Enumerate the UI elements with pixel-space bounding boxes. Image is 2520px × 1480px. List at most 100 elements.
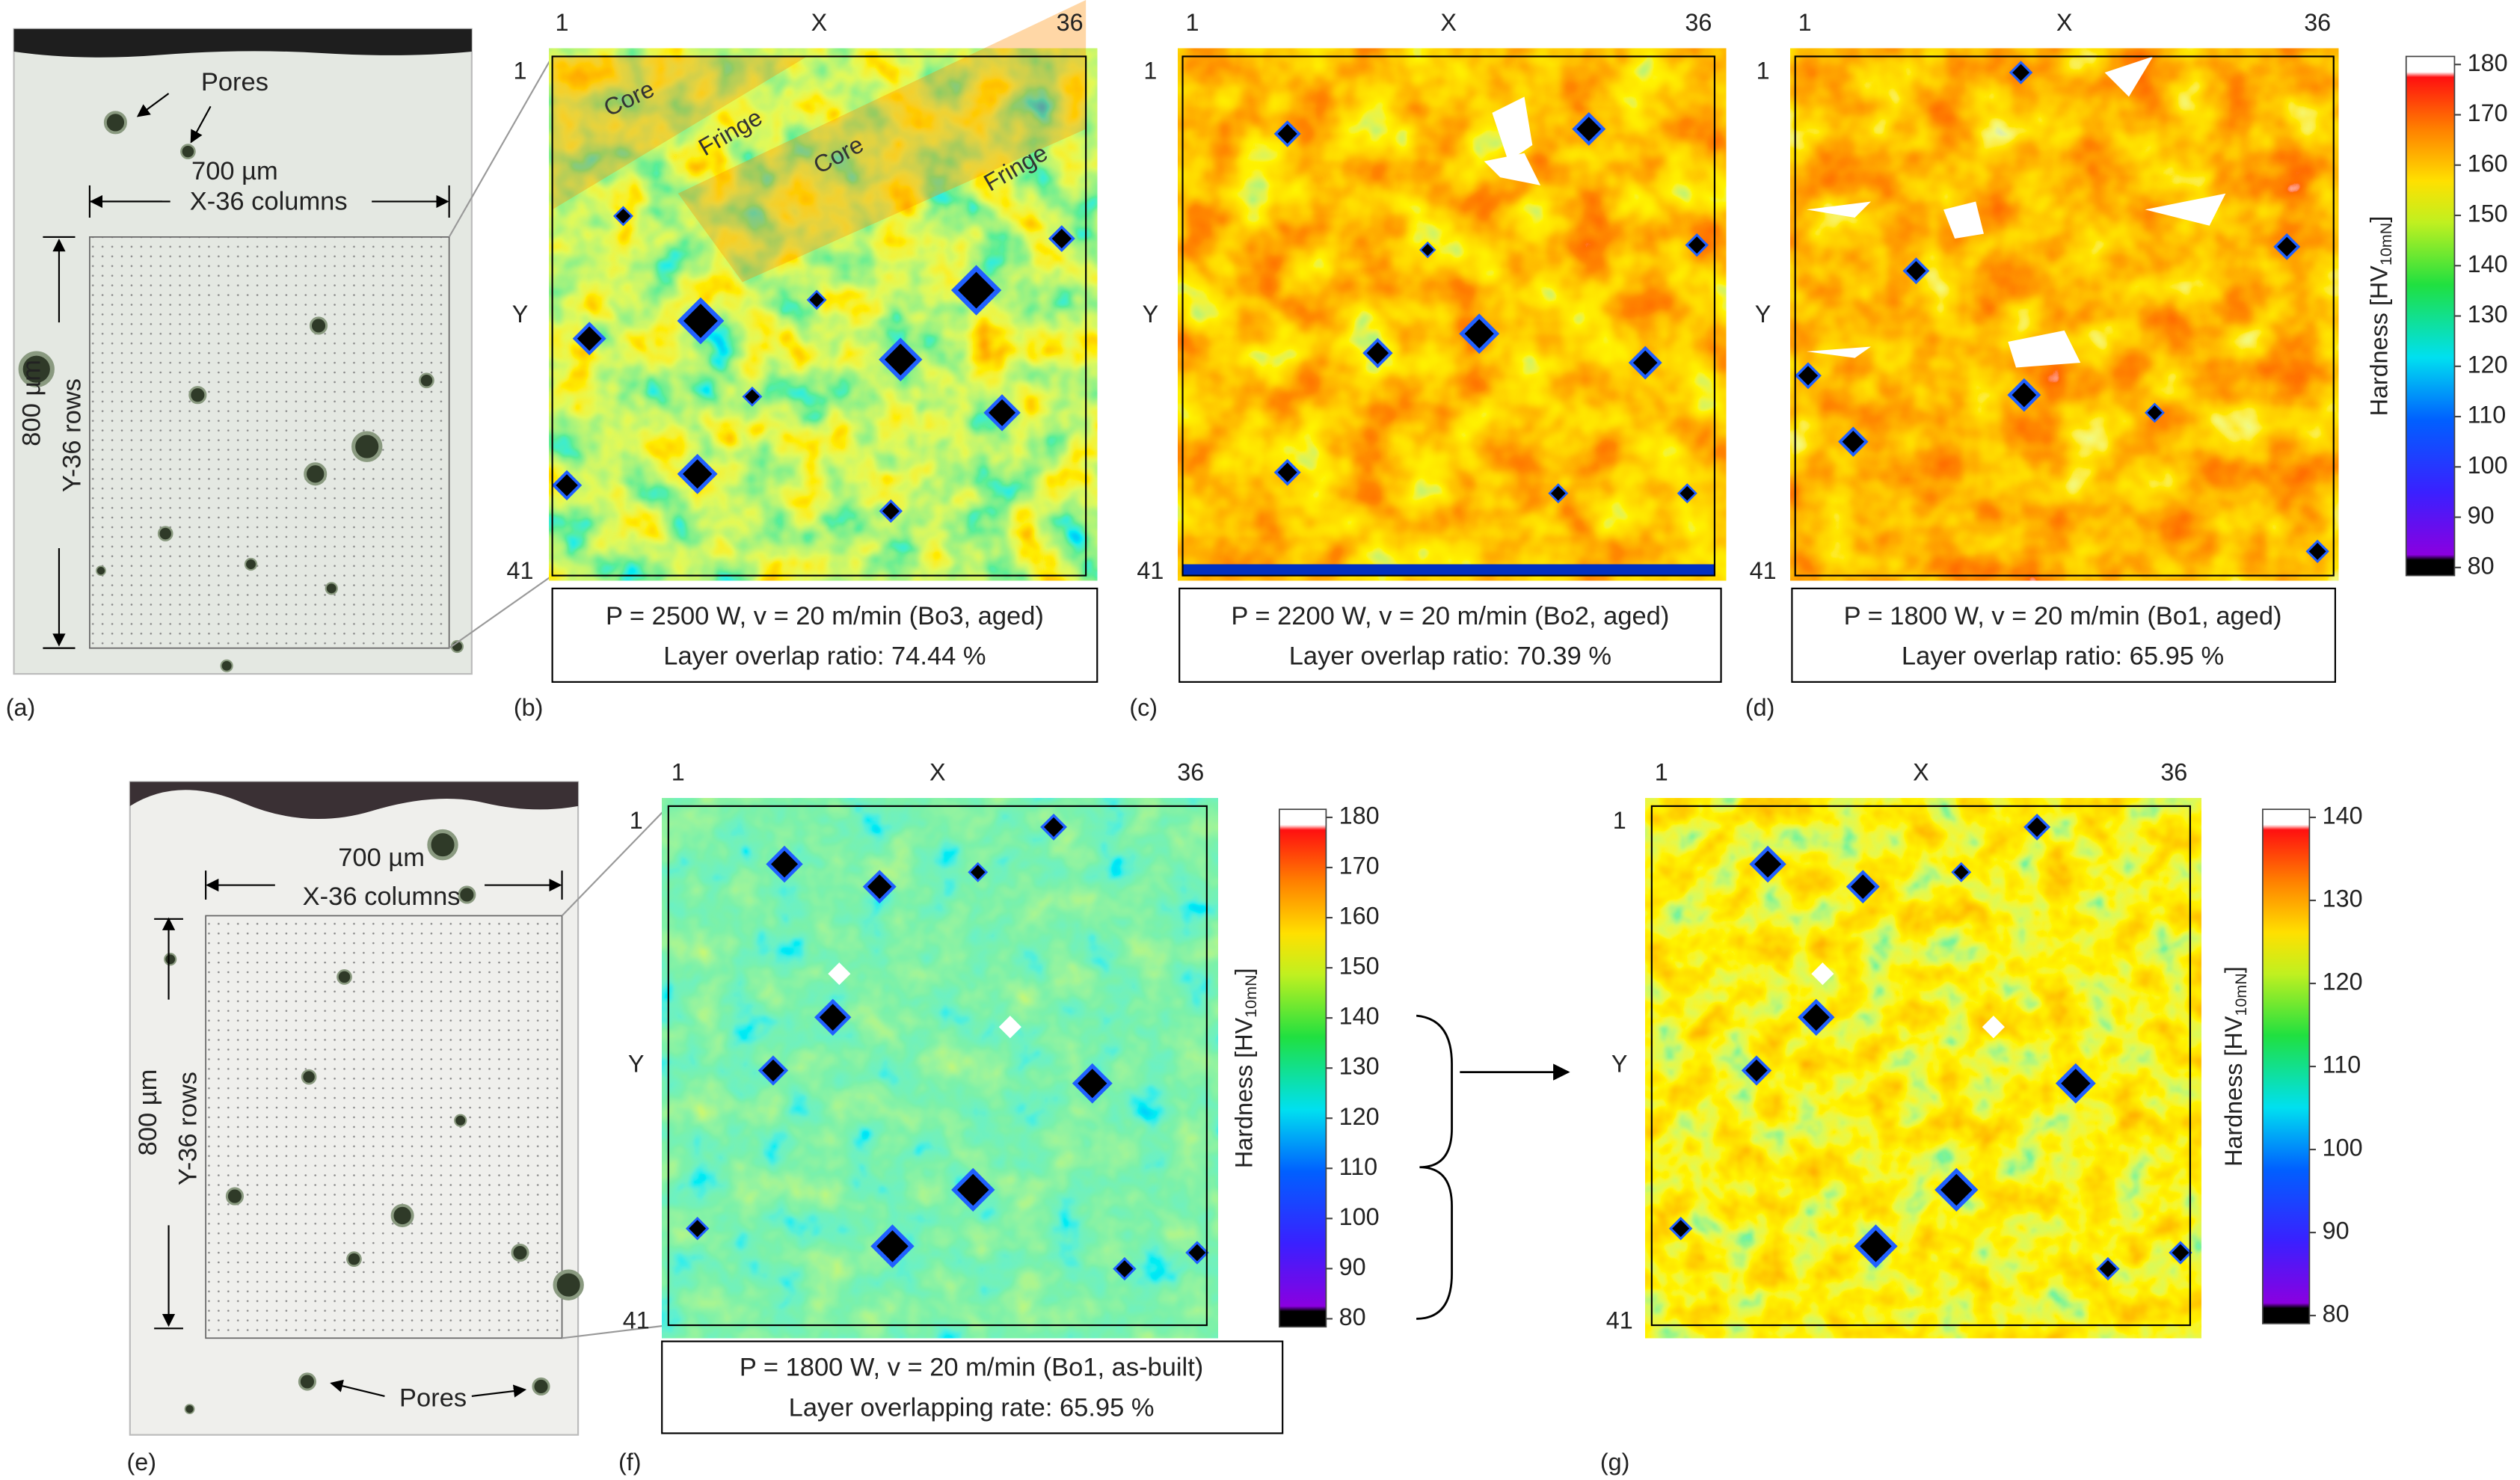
colorbar-tick-label: 80: [2468, 552, 2495, 579]
colorbar: [2405, 55, 2456, 577]
y-axis-label: Y: [1143, 301, 1159, 328]
colorbar-tick-label: 110: [2323, 1051, 2361, 1078]
label-subscript: 10mN: [2231, 973, 2250, 1016]
label-y-size: 800 µm: [18, 360, 46, 446]
y-end-label: 41: [1137, 557, 1164, 584]
colorbar-tick-label: 140: [1339, 1003, 1380, 1030]
y-end-label: 41: [1750, 557, 1777, 584]
y-end-label: 41: [1606, 1306, 1633, 1333]
x-end-label: 36: [2160, 758, 2187, 785]
y-axis-label: Y: [628, 1051, 645, 1078]
colorbar-tick-label: 150: [1339, 953, 1380, 980]
x-start-label: 1: [1798, 9, 1812, 36]
caption: P = 2200 W, v = 20 m/min (Bo2, aged): [1231, 602, 1669, 630]
panel-label: (f): [618, 1449, 642, 1476]
colorbar-tick-label: 110: [2468, 402, 2507, 429]
x-end-label: 36: [2304, 9, 2331, 36]
label-y-rows: Y-36 rows: [58, 378, 86, 492]
label-text: ]: [1230, 968, 1257, 974]
x-axis-label: X: [2056, 9, 2073, 36]
colorbar-tick-label: 130: [2468, 301, 2508, 328]
caption: Layer overlap ratio: 65.95 %: [1902, 642, 2224, 671]
map-c: P = 2200 W, v = 20 m/min (Bo2, aged) Lay…: [1178, 55, 1722, 683]
colorbar-tick-label: 80: [1339, 1304, 1366, 1330]
panel-label: (b): [514, 694, 544, 721]
map-g: [1650, 805, 2192, 1327]
bracket: [1416, 1014, 1453, 1320]
x-start-label: 1: [556, 9, 569, 36]
colorbar-tick-label: 100: [2323, 1134, 2363, 1161]
label-y-rows: Y-36 rows: [174, 1072, 203, 1185]
colorbar-tick-label: 170: [1339, 853, 1380, 879]
label-x-size: 700 µm: [338, 844, 425, 872]
colorbar-tick-label: 100: [2468, 452, 2508, 479]
colorbar: [1279, 808, 1327, 1328]
caption: P = 1800 W, v = 20 m/min (Bo1, aged): [1844, 602, 2282, 630]
y-end-label: 41: [623, 1306, 650, 1333]
label-subscript: 10mN: [2376, 223, 2395, 265]
y-start-label: 1: [1757, 58, 1770, 85]
label-text: ]: [2365, 216, 2392, 223]
colorbar-tick-label: 140: [2468, 251, 2508, 277]
caption: Layer overlapping rate: 65.95 %: [789, 1393, 1155, 1422]
colorbar: [2262, 808, 2311, 1324]
y-axis-label: Y: [1755, 301, 1771, 328]
y-axis-label: Y: [512, 301, 529, 328]
x-axis-label: X: [1913, 758, 1929, 785]
y-start-label: 1: [630, 807, 643, 834]
colorbar-tick-label: 170: [2468, 99, 2508, 126]
colorbar-tick-label: 130: [2323, 885, 2363, 912]
x-start-label: 1: [1185, 9, 1199, 36]
x-axis-label: X: [811, 9, 828, 36]
colorbar-tick-label: 150: [2468, 200, 2508, 227]
colorbar-tick-label: 180: [1339, 802, 1380, 829]
colorbar-tick-label: 120: [1339, 1103, 1380, 1130]
label-x-cols: X-36 columns: [190, 188, 348, 216]
label-subscript: 10mN: [1241, 974, 1260, 1017]
colorbar-tick-label: 160: [1339, 903, 1380, 930]
colorbar-tick-label: 80: [2323, 1301, 2350, 1327]
caption: Layer overlap ratio: 70.39 %: [1289, 642, 1611, 671]
y-start-label: 1: [514, 58, 527, 85]
map-d: P = 1800 W, v = 20 m/min (Bo1, aged) Lay…: [1791, 55, 2336, 683]
x-start-label: 1: [672, 758, 685, 785]
x-axis-label: X: [929, 758, 946, 785]
colorbar-tick-label: 90: [2468, 502, 2495, 529]
panel-label: (e): [126, 1449, 156, 1476]
x-end-label: 36: [1057, 9, 1084, 36]
colorbar-tick-label: 130: [1339, 1053, 1380, 1080]
x-axis-label: X: [1440, 9, 1457, 36]
label-pores: Pores: [399, 1384, 467, 1412]
colorbar-tick-label: 90: [2323, 1218, 2350, 1244]
colorbar-tick-label: 160: [2468, 150, 2508, 176]
y-axis-label: Y: [1611, 1051, 1628, 1078]
map-axes: 1 X 36 1 Y 41 1 X 36 1 Y 41 1 X 36 1 Y 41 1 X 36 1 Y 41 1 X 36 1 Y 41: [507, 9, 2332, 1333]
x-start-label: 1: [1655, 758, 1668, 785]
y-end-label: 41: [507, 557, 534, 584]
caption: P = 2500 W, v = 20 m/min (Bo3, aged): [606, 602, 1044, 630]
panel-label: (c): [1129, 694, 1158, 721]
colorbar-tick-label: 180: [2468, 49, 2508, 76]
y-start-label: 1: [1613, 807, 1626, 834]
colorbar-label: Hardness [HV10mN]: [2365, 216, 2395, 417]
map-b: Core Fringe Core Fringe P = 2500 W, v = …: [551, 0, 1098, 683]
caption: Layer overlap ratio: 74.44 %: [663, 642, 986, 671]
micrograph-e: Pores 700 µm X-36 columns 800 µm Y-36 ro…: [129, 781, 669, 1436]
panel-label: (a): [6, 694, 36, 721]
panel-label: (d): [1745, 694, 1775, 721]
colorbar-tick-label: 120: [2323, 968, 2363, 995]
label-x-size: 700 µm: [191, 157, 278, 185]
y-start-label: 1: [1143, 58, 1157, 85]
label-text: ]: [2220, 966, 2247, 973]
colorbar-tick-label: 120: [2468, 351, 2508, 378]
x-end-label: 36: [1177, 758, 1204, 785]
label-text: Hardness [HV: [2365, 265, 2392, 417]
x-end-label: 36: [1685, 9, 1712, 36]
map-f: P = 1800 W, v = 20 m/min (Bo1, as-built)…: [661, 805, 1284, 1434]
colorbar-label: Hardness [HV10mN]: [1230, 968, 1260, 1168]
label-pores: Pores: [201, 68, 268, 96]
panel-label: (g): [1600, 1449, 1630, 1476]
colorbar-tick-label: 90: [1339, 1253, 1366, 1280]
